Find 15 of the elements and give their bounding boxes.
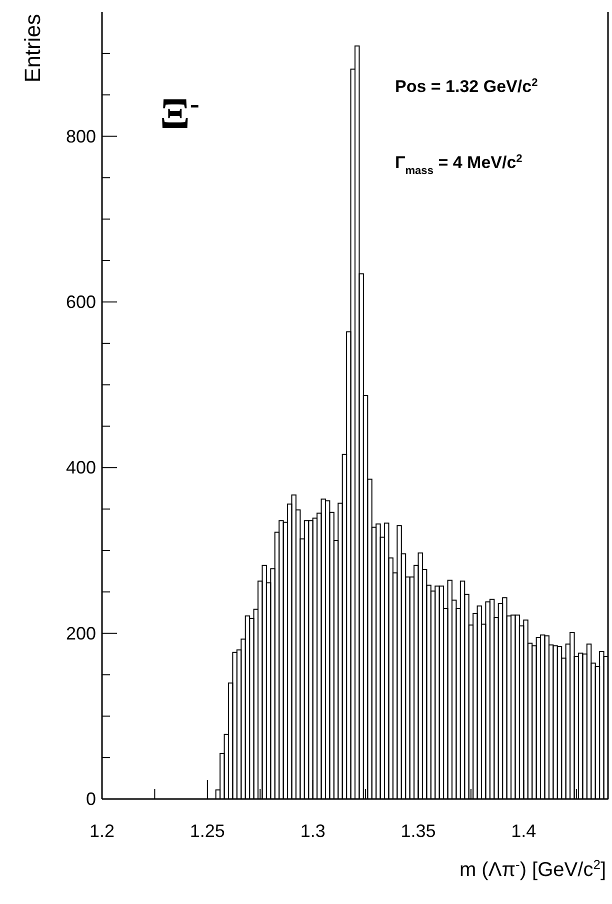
annotation: Γ$_{mass}$ = 4 MeV/c$^{2}$ [395,153,522,177]
annotation: Ξ$^{-}$ [160,88,200,138]
x-tick-label: 1.4 [511,821,536,841]
x-tick-label: 1.3 [300,821,326,841]
y-tick-label: 0 [86,789,96,809]
y-tick-label: 800 [66,126,96,146]
x-tick-label: 1.2 [89,821,115,841]
y-tick-label: 400 [66,458,96,478]
annotation: Pos = 1.32 GeV/c$^{2}$ [395,77,538,96]
x-tick-label: 1.35 [400,821,436,841]
x-axis-title: m (Λπ$^{-}$) [GeV/c$^{2}$] [459,856,606,881]
x-tick-label: 1.25 [190,821,225,841]
y-tick-label: 600 [66,292,96,312]
y-axis-title: Entries [20,14,45,82]
y-tick-label: 200 [66,623,96,644]
